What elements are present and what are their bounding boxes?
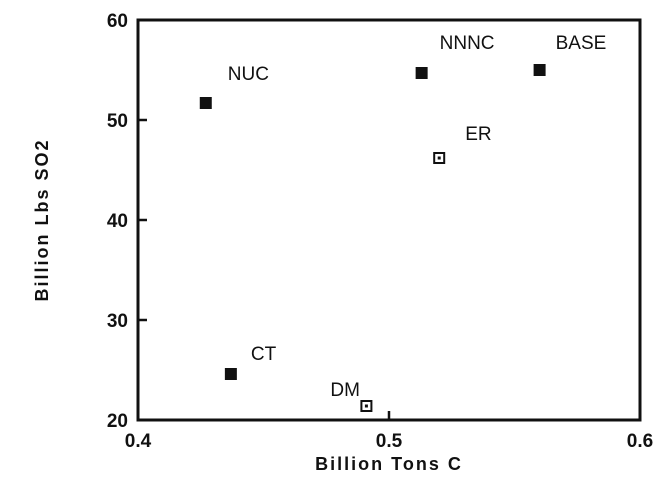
point-label: NNNC [440, 33, 495, 54]
y-axis-ticks: 20 30 40 50 60 [107, 11, 147, 432]
y-tick-label: 40 [107, 211, 128, 232]
point-marker-filled [415, 67, 428, 79]
point-label: ER [465, 124, 491, 145]
x-axis-title: Billion Tons C [315, 454, 463, 474]
y-tick-label: 60 [107, 11, 128, 32]
point-label: BASE [556, 33, 607, 54]
data-point: DM [330, 380, 373, 412]
x-axis-ticks: 0.4 0.5 0.6 [125, 411, 653, 452]
point-marker-dot [437, 156, 441, 160]
y-tick-label: 50 [107, 111, 128, 132]
point-label: CT [251, 344, 277, 365]
data-point: BASE [533, 33, 607, 76]
x-tick-label: 0.6 [627, 431, 653, 452]
y-tick-label: 30 [107, 311, 128, 332]
data-point: ER [433, 124, 492, 164]
point-marker-filled [199, 97, 212, 109]
point-label: NUC [228, 64, 269, 85]
x-tick-label: 0.5 [376, 431, 403, 452]
point-marker-filled [533, 64, 546, 76]
point-marker-filled [224, 368, 237, 380]
y-axis-title: Billion Lbs SO2 [32, 138, 52, 301]
x-tick-label: 0.4 [125, 431, 152, 452]
point-label: DM [330, 380, 360, 401]
plot-frame [136, 18, 642, 422]
data-points: NUC NNNC BASE ER CT DM [199, 33, 607, 412]
data-point: NNNC [415, 33, 495, 79]
data-point: CT [224, 344, 277, 380]
y-tick-label: 20 [107, 411, 128, 432]
data-point: NUC [199, 64, 269, 109]
point-marker-dot [364, 404, 368, 408]
